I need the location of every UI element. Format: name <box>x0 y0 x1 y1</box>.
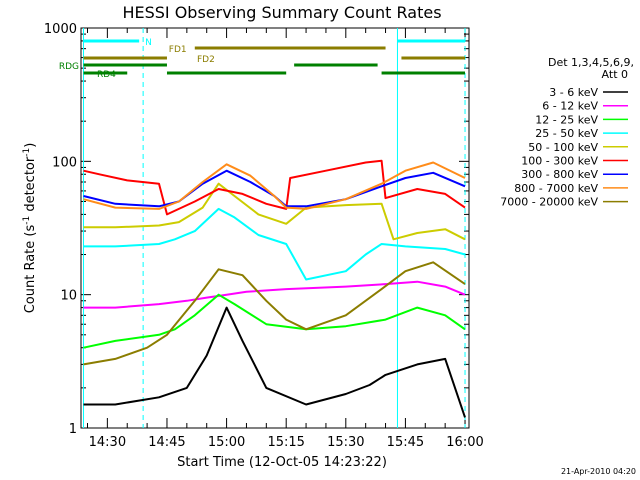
y-axis-label-main: Count Rate (s <box>23 225 38 314</box>
x-axis-label: Start Time (12-Oct-05 14:23:22) <box>177 455 387 470</box>
x-tick-label: 15:15 <box>267 435 304 450</box>
y-tick-label: 100 <box>52 155 77 170</box>
legend-entry-label: 12 - 25 keV <box>535 113 598 126</box>
y-tick-label: 10 <box>60 289 77 304</box>
y-axis-label-mid: detector <box>23 156 38 216</box>
legend-entry-label: 25 - 50 keV <box>535 127 598 140</box>
series-line <box>83 159 466 216</box>
y-tick-labels: 1 10 100 1000 <box>44 22 77 437</box>
chart-title: HESSI Observing Summary Count Rates <box>122 3 441 22</box>
x-tick-label: 16:00 <box>446 435 483 450</box>
series-line <box>83 293 466 349</box>
legend-entry-label: 7000 - 20000 keV <box>500 196 598 209</box>
y-axis-label-sup2: -1 <box>22 148 32 157</box>
axis-ticks <box>81 28 469 429</box>
x-tick-label: 15:00 <box>208 435 245 450</box>
status-bar-label: FD2 <box>197 55 215 65</box>
x-tick-label: 15:45 <box>387 435 424 450</box>
y-tick-label: 1 <box>69 422 77 437</box>
legend-entry-label: 300 - 800 keV <box>521 168 598 181</box>
series-line <box>83 207 466 281</box>
series-line <box>83 169 466 208</box>
status-bars: N FD1 FD2 RDG RD4 <box>59 38 466 80</box>
legend-entry-label: 3 - 6 keV <box>549 86 598 99</box>
x-tick-label: 15:30 <box>327 435 364 450</box>
series-line <box>83 182 466 241</box>
timestamp: 21-Apr-2010 04:20 <box>561 467 636 476</box>
y-axis-label-end: ) <box>23 143 38 148</box>
legend-entry-label: 100 - 300 keV <box>521 155 598 168</box>
series-line <box>83 306 466 418</box>
legend-header: Det 1,3,4,5,6,9, <box>548 56 634 69</box>
plot-frame <box>80 27 470 429</box>
legend-entry-label: 6 - 12 keV <box>542 100 598 113</box>
series-line <box>83 261 466 366</box>
status-bar-label: RD4 <box>97 70 116 80</box>
status-bar-label: N <box>145 38 152 48</box>
y-tick-label: 1000 <box>44 22 77 37</box>
series-line <box>83 161 466 210</box>
x-tick-label: 14:45 <box>148 435 185 450</box>
x-tick-label: 14:30 <box>89 435 126 450</box>
x-tick-labels: 14:30 14:45 15:00 15:15 15:30 15:45 16:00 <box>89 435 484 450</box>
legend-entry-label: 50 - 100 keV <box>528 141 598 154</box>
series-line <box>83 280 466 309</box>
legend-subheader: Att 0 <box>602 68 628 81</box>
y-axis-label-sup: -1 <box>22 216 32 225</box>
series-lines <box>83 159 466 418</box>
status-bar-label: FD1 <box>169 45 187 55</box>
status-bar-label: RDG <box>59 62 79 72</box>
y-axis-label: Count Rate (s-1 detector-1) <box>22 143 38 314</box>
legend-entry-label: 800 - 7000 keV <box>514 182 598 195</box>
